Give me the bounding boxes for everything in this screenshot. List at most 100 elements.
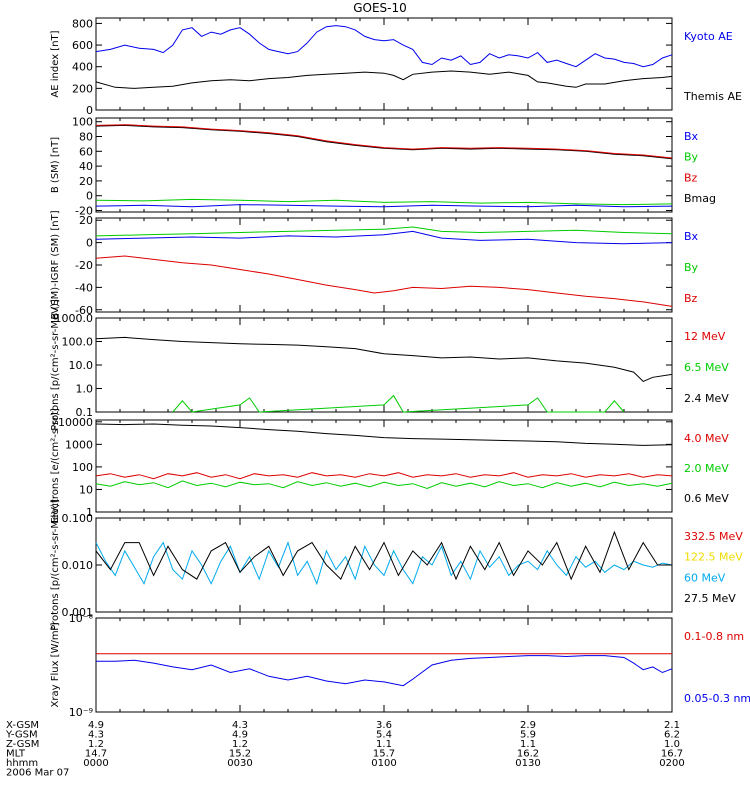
panel-1: 0 200 400 600 800 AE index [nT] Kyoto AE Themis…	[50, 17, 742, 117]
y-tick-label: 0.001	[62, 606, 94, 619]
legend-entry: Bx	[684, 130, 699, 143]
y-tick-label: 100	[72, 116, 93, 129]
legend-entry: 60 MeV	[684, 571, 726, 584]
legend-entry: 332.5 MeV	[684, 530, 743, 543]
y-tick-label: 0	[86, 237, 93, 250]
y-axis-label: Protons [p/(cm²-s-sr-MeV)]	[50, 499, 61, 631]
y-tick-label: -60	[75, 304, 93, 317]
legend-entry: Bmag	[684, 192, 716, 205]
legend-entry: Bz	[684, 292, 698, 305]
y-tick-label: 100.0	[62, 336, 94, 349]
y-tick-label: 1.0	[76, 383, 94, 396]
chart-title: GOES-10	[353, 1, 407, 15]
ephemeris-value: 15.7	[373, 749, 395, 760]
panel-frame	[95, 617, 673, 713]
ephemeris-value: 4.9	[232, 730, 248, 741]
y-axis-label: Electrons [e/(cm²-s-sr)]	[50, 408, 61, 524]
series-line	[95, 226, 673, 237]
y-axis-label: B (SM) [nT]	[50, 137, 61, 193]
legend-entry: Themis AE	[683, 90, 742, 103]
legend-entry: 27.5 MeV	[684, 592, 736, 605]
ephemeris-row-label: MLT	[6, 749, 26, 760]
series-line	[95, 472, 673, 480]
panel-frame	[95, 517, 673, 613]
ephemeris-value: 16.2	[517, 749, 539, 760]
ephemeris-value: 15.2	[229, 749, 251, 760]
panel-3: -60 -40 -20 0 20 B (SM)-IGRF (SM) [nT] Bx By Bz	[50, 210, 699, 319]
series-line	[95, 198, 673, 206]
ephemeris-value: 0100	[371, 758, 396, 769]
series-line	[95, 230, 673, 245]
series-line	[95, 541, 673, 586]
legend-entry: Bz	[684, 171, 698, 184]
ephemeris-value: 14.7	[85, 749, 107, 760]
legend-entry: By	[684, 261, 699, 274]
legend-entry: 2.0 MeV	[684, 462, 729, 475]
y-tick-label: 100	[72, 461, 93, 474]
y-axis-label: Xray Flux [W/m²]	[50, 622, 61, 707]
y-axis-label: AE index [nT]	[50, 30, 61, 97]
y-tick-label: 800	[72, 17, 93, 30]
y-tick-label: 20	[79, 214, 93, 227]
ephemeris-value: 1.1	[376, 739, 392, 750]
ephemeris-value: 0200	[659, 758, 684, 769]
legend-entry: 4.0 MeV	[684, 432, 729, 445]
panel-frame	[95, 117, 673, 213]
series-line	[95, 70, 673, 89]
y-axis-label: B (SM)-IGRF (SM) [nT]	[50, 210, 61, 319]
series-line	[95, 530, 672, 581]
ephemeris-value: 3.6	[376, 720, 392, 731]
ephemeris-value: 0030	[227, 758, 252, 769]
y-tick-label: 0.1	[76, 406, 94, 419]
y-tick-label: 10000	[58, 416, 93, 429]
legend-entry: 0.1-0.8 nm	[684, 630, 744, 643]
y-tick-label: -20	[75, 205, 93, 218]
ephemeris-value: 0000	[83, 758, 108, 769]
ephemeris-row-label: Z-GSM	[6, 739, 39, 750]
ephemeris-table: X-GSM 4.9 4.3 3.6 2.9 2.1Y-GSM 4.3 4.9 5.4 5.9 6.2…	[5, 720, 685, 779]
y-tick-label: 0	[86, 104, 93, 117]
ephemeris-value: 2.9	[520, 720, 536, 731]
y-tick-label: 0	[86, 190, 93, 203]
y-tick-label: 1000.0	[55, 312, 94, 325]
y-tick-label: 10	[79, 483, 93, 496]
y-tick-label: 600	[72, 39, 93, 52]
panel-frame	[95, 17, 673, 111]
series-line	[95, 124, 673, 160]
y-tick-label: 400	[72, 61, 93, 74]
y-tick-label: 20	[79, 175, 93, 188]
series-line	[95, 204, 673, 208]
legend-entry: 2.4 MeV	[684, 392, 729, 405]
series-line	[172, 394, 625, 413]
ephemeris-value: 1.2	[232, 739, 248, 750]
legend-entry: 12 MeV	[684, 330, 726, 343]
y-axis-label: Protons [p/(cm²-s-sr-MeV)]	[50, 299, 61, 431]
panel-frame	[95, 419, 673, 513]
series-line	[96, 655, 673, 687]
series-line	[95, 124, 673, 159]
date-label: 2006 Mar 07	[6, 768, 69, 779]
y-tick-label: 10⁻⁹	[69, 706, 93, 719]
y-tick-label: 60	[79, 145, 93, 158]
series-line	[95, 423, 673, 446]
y-tick-label: 10⁻⁸	[69, 612, 94, 625]
ephemeris-row-label: hhmm	[6, 758, 38, 769]
y-tick-label: 200	[72, 82, 93, 95]
ephemeris-value: 5.9	[520, 730, 536, 741]
ephemeris-value: 1.0	[664, 739, 680, 750]
series-line	[95, 480, 673, 490]
panel-7: 10⁻⁸ 10⁻⁹ Xray Flux [W/m²] 0.1-0.8 nm 0.05-0…	[50, 612, 750, 719]
y-tick-label: 80	[79, 131, 93, 144]
y-tick-label: 40	[79, 160, 93, 173]
ephemeris-value: 6.2	[664, 730, 680, 741]
legend-entry: By	[684, 151, 699, 164]
y-tick-label: 10.0	[69, 359, 94, 372]
legend-entry: Bx	[684, 230, 699, 243]
y-tick-label: 0.010	[62, 559, 94, 572]
ephemeris-value: 4.9	[88, 720, 104, 731]
ephemeris-value: 4.3	[88, 730, 104, 741]
legend-entry: Kyoto AE	[684, 30, 733, 43]
